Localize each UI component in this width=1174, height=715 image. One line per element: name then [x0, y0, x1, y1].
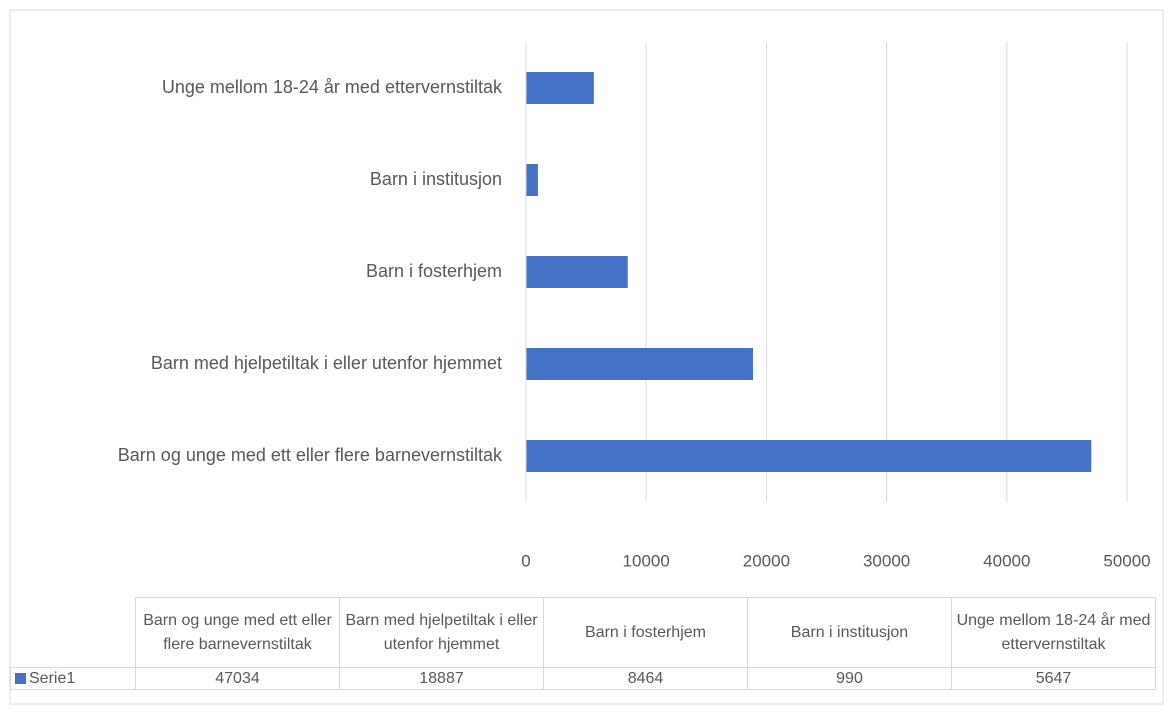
table-value-cell: 47034: [135, 667, 340, 690]
bar: [526, 348, 754, 380]
x-tick-label: 40000: [983, 551, 1030, 570]
table-header-cell: Barn og unge med ett eller flere barneve…: [135, 597, 340, 668]
table-value-cell: 5647: [951, 667, 1156, 690]
table-header-cell: Barn i fosterhjem: [543, 597, 748, 668]
table-header-cell: Unge mellom 18-24 år med ettervernstilta…: [951, 597, 1156, 668]
legend-label: Serie1: [29, 669, 76, 687]
x-tick-label: 20000: [743, 551, 790, 570]
legend-swatch: [15, 673, 26, 684]
x-tick-label: 30000: [863, 551, 910, 570]
bar: [526, 164, 538, 196]
y-tick-label: Barn i institusjon: [370, 169, 502, 189]
bar: [526, 440, 1092, 472]
table-header-cell: Barn med hjelpetiltak i eller utenfor hj…: [339, 597, 544, 668]
x-tick-label: 50000: [1103, 551, 1150, 570]
table-value-cell: 8464: [543, 667, 748, 690]
table-value-cell: 18887: [339, 667, 544, 690]
y-tick-label: Unge mellom 18-24 år med ettervernstilta…: [162, 77, 503, 97]
table-header-cell: Barn i institusjon: [747, 597, 952, 668]
x-tick-label: 0: [521, 551, 530, 570]
y-tick-label: Barn med hjelpetiltak i eller utenfor hj…: [151, 353, 502, 373]
chart-border: [9, 9, 1164, 705]
y-tick-label: Barn i fosterhjem: [366, 261, 502, 281]
bar: [526, 256, 628, 288]
table-value-cell: 990: [747, 667, 952, 690]
x-tick-label: 10000: [623, 551, 670, 570]
y-tick-label: Barn og unge med ett eller flere barneve…: [118, 445, 503, 465]
table-legend-cell: Serie1: [10, 667, 136, 690]
bar: [526, 72, 594, 104]
